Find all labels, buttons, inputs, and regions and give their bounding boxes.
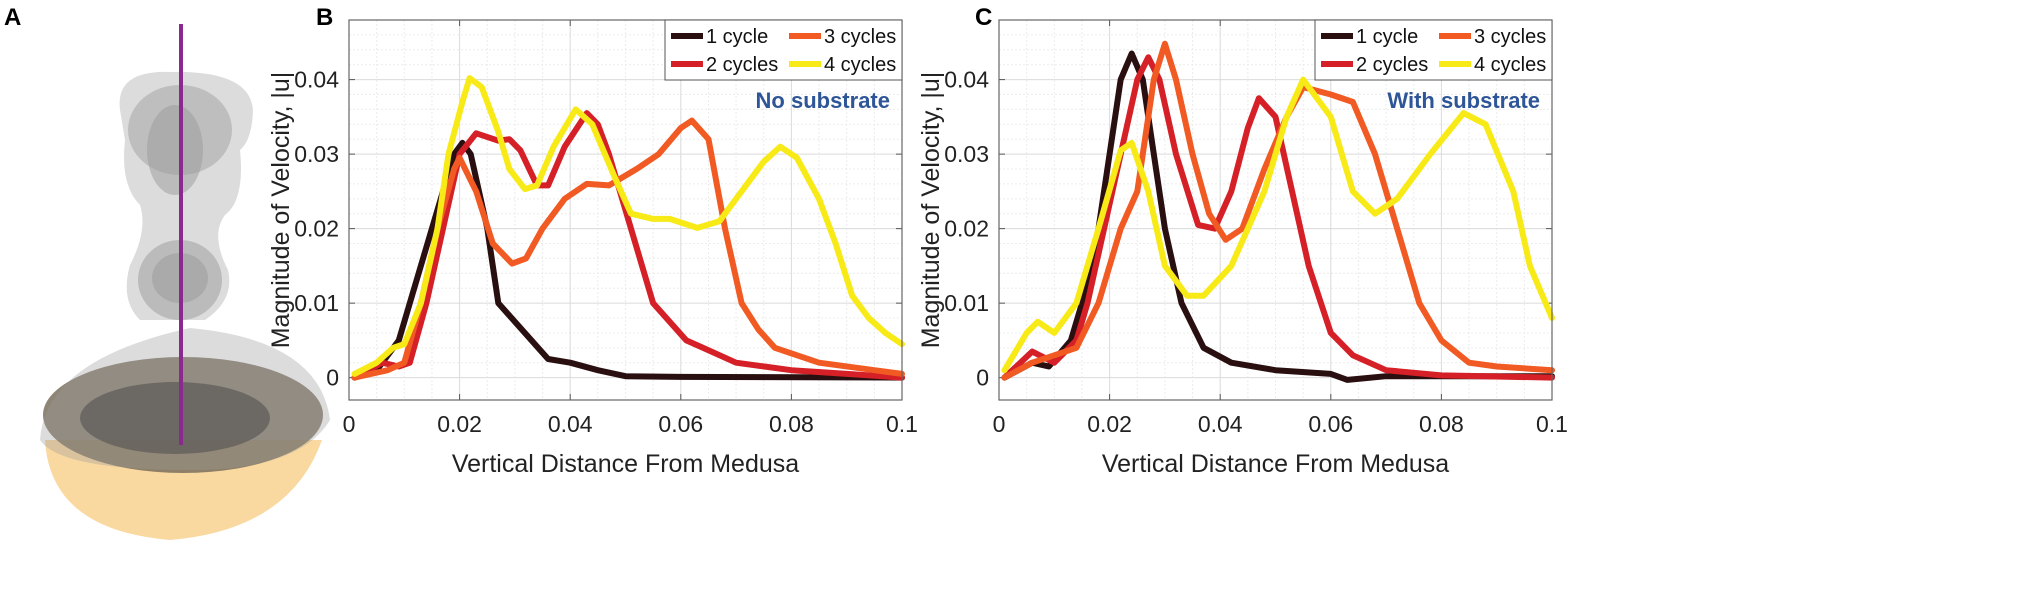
y-tick-label: 0.01 <box>944 290 989 316</box>
x-tick-label: 0.08 <box>769 411 814 437</box>
legend-label: 1 cycle <box>706 26 768 48</box>
medusa-wake-illustration <box>40 24 330 540</box>
series-line-4-cycles <box>351 75 905 377</box>
x-axis-label: Vertical Distance From Medusa <box>1102 450 1449 478</box>
vortex-isosurfaces <box>40 71 330 470</box>
legend-label: 2 cycles <box>706 54 778 76</box>
axes-box <box>998 19 1553 401</box>
x-tick-label: 0.1 <box>1536 411 1568 437</box>
condition-annotation: With substrate <box>1387 88 1540 113</box>
legend-box <box>664 19 903 81</box>
panel-label-b: B <box>316 4 334 31</box>
x-tick-label: 0.06 <box>658 411 703 437</box>
y-tick-label: 0.02 <box>294 216 339 242</box>
x-tick-label: 0.06 <box>1308 411 1353 437</box>
y-tick-label: 0.03 <box>294 141 339 167</box>
series-line-3-cycles <box>1001 40 1555 381</box>
condition-annotation: No substrate <box>756 88 890 113</box>
y-tick-label: 0.02 <box>944 216 989 242</box>
y-tick-label: 0 <box>976 365 989 391</box>
x-tick-label: 0.04 <box>548 411 593 437</box>
legend-label: 4 cycles <box>824 54 896 76</box>
axes-box <box>348 19 903 401</box>
x-tick-label: 0 <box>343 411 356 437</box>
panel-label-c: C <box>975 4 993 31</box>
legend-label: 2 cycles <box>1356 54 1428 76</box>
series-line-2-cycles <box>1001 54 1555 381</box>
legend-box <box>1314 19 1553 81</box>
y-tick-label: 0.01 <box>294 290 339 316</box>
substrate-disk <box>43 357 323 540</box>
legend-label: 4 cycles <box>1474 54 1546 76</box>
x-tick-label: 0.08 <box>1419 411 1464 437</box>
y-axis-label: Magnitude of Velocity, |u| <box>267 72 295 349</box>
y-tick-label: 0.04 <box>294 67 339 93</box>
x-tick-label: 0 <box>993 411 1006 437</box>
x-tick-label: 0.02 <box>1087 411 1132 437</box>
x-axis-label: Vertical Distance From Medusa <box>452 450 799 478</box>
y-tick-label: 0.03 <box>944 141 989 167</box>
series-line-4-cycles <box>1001 76 1555 374</box>
y-axis-label: Magnitude of Velocity, |u| <box>917 72 945 349</box>
panel-label-a: A <box>4 4 22 31</box>
x-tick-label: 0.02 <box>437 411 482 437</box>
legend-label: 3 cycles <box>1474 26 1546 48</box>
legend-label: 1 cycle <box>1356 26 1418 48</box>
series-line-2-cycles <box>351 110 905 381</box>
x-tick-label: 0.04 <box>1198 411 1243 437</box>
y-tick-label: 0 <box>326 365 339 391</box>
x-tick-label: 0.1 <box>886 411 918 437</box>
y-tick-label: 0.04 <box>944 67 989 93</box>
legend-label: 3 cycles <box>824 26 896 48</box>
